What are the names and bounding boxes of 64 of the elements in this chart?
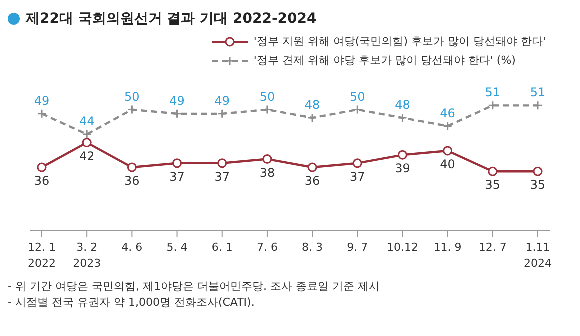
data-label: 49 (34, 94, 50, 108)
point (37, 162, 47, 172)
legend-label: '정부 지원 위해 여당(국민의힘) 후보가 많이 당선돼야 한다' (254, 34, 546, 49)
point (533, 166, 543, 176)
x-tick-label: 10.12 (386, 241, 418, 254)
data-label: 37 (350, 170, 366, 184)
x-tick-label: 8. 3 (302, 241, 324, 254)
point (127, 162, 137, 172)
point (218, 158, 228, 168)
point (443, 146, 453, 156)
point (398, 113, 408, 123)
x-tick-label: 11. 9 (434, 241, 462, 254)
point (172, 109, 182, 119)
point (488, 100, 498, 110)
text: - 위 기간 여당은 국민의힘, 제1야당은 더불어민주당. 조사 종료일 기준 제시 (8, 279, 381, 295)
data-label: 36 (304, 174, 320, 188)
data-label: 35 (485, 178, 501, 192)
data-label: 46 (440, 106, 456, 120)
data-label: 48 (395, 98, 410, 112)
point (218, 109, 228, 119)
data-label: 39 (395, 162, 410, 176)
x-tick-label: 6. 1 (212, 241, 233, 254)
x-tick-label: 4. 6 (122, 241, 143, 254)
data-label: 50 (350, 90, 366, 104)
x-tick-label: 3. 2 2023 (73, 241, 102, 270)
data-label: 50 (260, 90, 276, 104)
data-label: 51 (485, 86, 501, 100)
point (82, 138, 92, 148)
point (262, 105, 272, 115)
data-label: 48 (304, 98, 320, 112)
x-tick-label: 12. 1 2022 (28, 241, 56, 270)
point (443, 122, 453, 132)
x-tick-label: 9. 7 (347, 241, 368, 254)
point (172, 158, 182, 168)
point (308, 162, 318, 172)
data-label: 35 (530, 178, 546, 192)
point (533, 100, 543, 110)
x-tick-label: 1.11 2024 (524, 241, 552, 270)
point (352, 158, 362, 168)
data-label: 49 (170, 94, 185, 108)
point (352, 105, 362, 115)
legend-label: '정부 견제 위해 야당 후보가 많이 당선돼야 한다' (%) (254, 53, 516, 68)
data-label: 37 (170, 170, 185, 184)
data-label: 36 (124, 174, 140, 188)
data-label: 37 (214, 170, 230, 184)
data-label: 50 (124, 90, 140, 104)
data-label: 42 (79, 149, 95, 164)
x-tick-label: 7. 6 (256, 241, 278, 254)
point (82, 130, 92, 140)
point (262, 154, 272, 164)
data-label: 49 (214, 94, 230, 108)
point (37, 109, 47, 119)
text: - 시점별 전국 유권자 약 1,000명 전화조사(CATI). (8, 295, 256, 311)
x-tick-label: 5. 4 (166, 241, 188, 254)
data-label: 51 (530, 86, 546, 100)
x-tick-label: 12. 7 (478, 241, 507, 254)
data-label: 38 (260, 166, 276, 180)
data-label: 36 (34, 174, 50, 188)
chart-title: 제22대 국회의원선거 결과 기대 2022-2024 (26, 10, 317, 28)
data-label: 44 (79, 114, 95, 129)
point (398, 150, 408, 160)
point (488, 166, 498, 176)
point (308, 113, 318, 123)
data-label: 40 (440, 158, 456, 172)
